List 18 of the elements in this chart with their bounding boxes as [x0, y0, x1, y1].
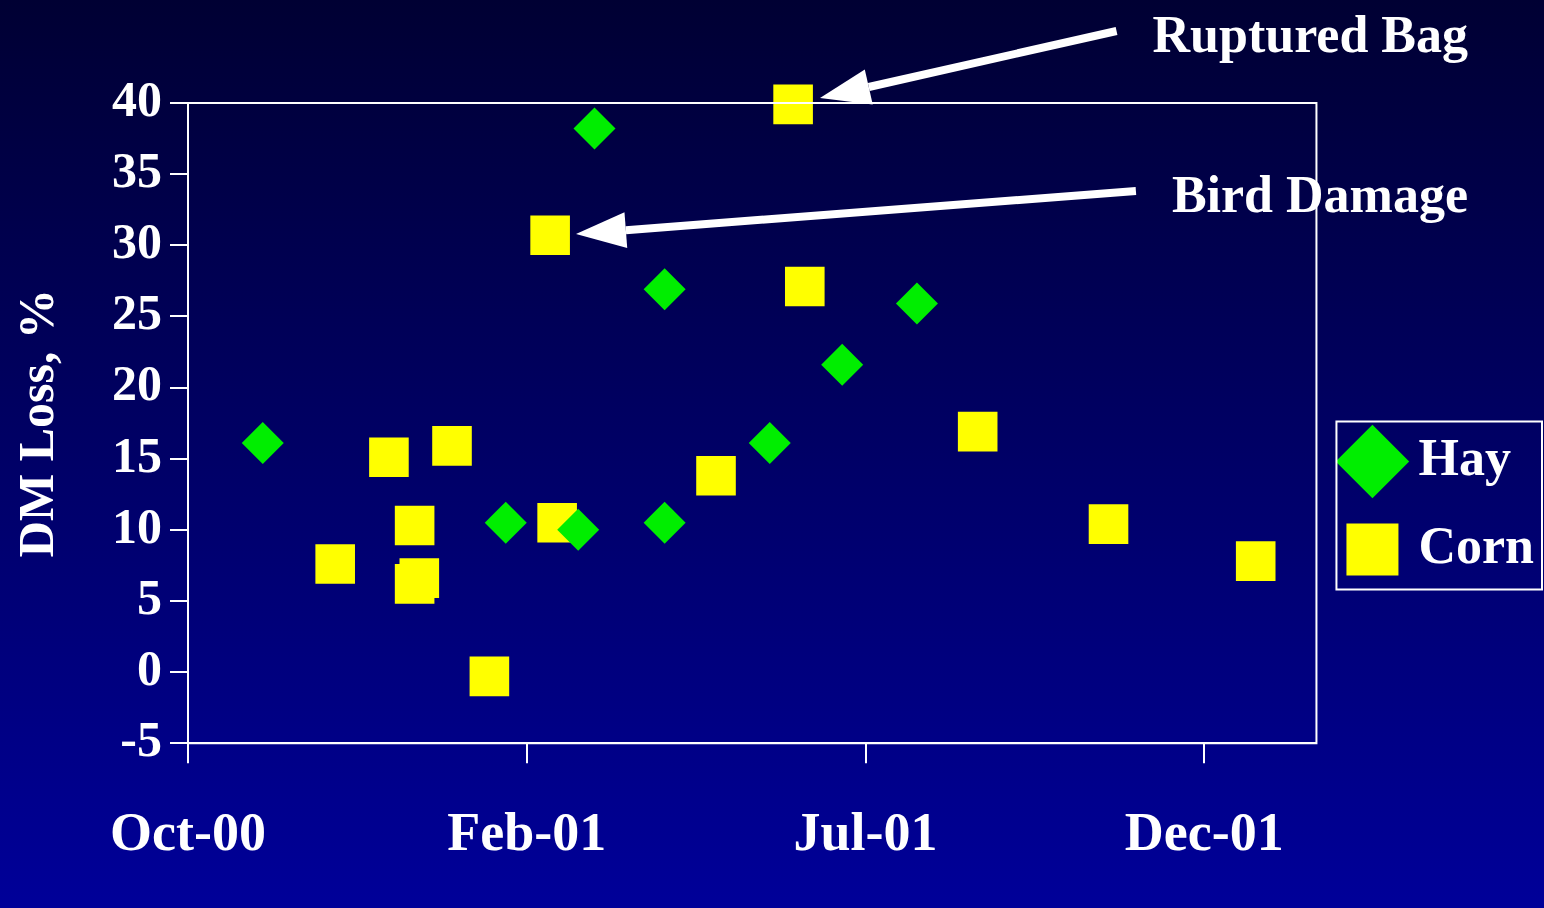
x-tick-label: Feb-01: [447, 801, 607, 862]
legend-label: Hay: [1418, 428, 1511, 486]
x-tick-label: Oct-00: [110, 801, 266, 862]
y-tick-label: 10: [112, 497, 162, 554]
x-tick-label: Dec-01: [1124, 801, 1284, 862]
x-tick-label: Jul-01: [793, 801, 938, 862]
y-tick-label: 5: [137, 568, 162, 625]
y-tick-label: 20: [112, 355, 162, 412]
y-tick-label: 0: [137, 639, 162, 696]
legend-label: Corn: [1418, 516, 1535, 574]
y-tick-label: 25: [112, 284, 162, 341]
y-tick-label: 35: [112, 142, 162, 199]
y-tick-label: 30: [112, 213, 162, 270]
y-axis-title: DM Loss, %: [7, 289, 64, 558]
y-tick-label: 15: [112, 426, 162, 483]
text: Ruptured Bag: [1152, 5, 1468, 65]
y-tick-label: 40: [112, 70, 162, 127]
y-tick-label: -5: [120, 711, 162, 768]
